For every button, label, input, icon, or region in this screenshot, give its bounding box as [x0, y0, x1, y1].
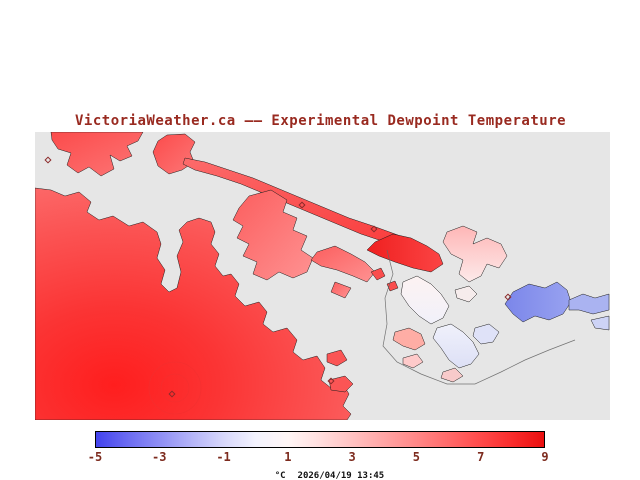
colorbar-tick: 9: [541, 450, 549, 464]
colorbar-tick: 7: [477, 450, 485, 464]
island-pale-north: [442, 225, 508, 283]
colorbar-ticks: -5 -3 -1 1 3 5 7 9: [88, 450, 549, 464]
map-canvas: [35, 132, 610, 420]
island-pale-south: [432, 323, 480, 369]
island-mid-a: [310, 245, 376, 283]
island-dark-red: [366, 233, 444, 273]
island-central-large: [232, 189, 314, 281]
landmass-southwest: [35, 187, 352, 420]
coast-northwest: [50, 132, 144, 177]
colorbar-tick: 5: [412, 450, 421, 464]
colorbar-tick: -1: [216, 450, 231, 464]
island-mid-b: [330, 281, 352, 299]
islet-small-a: [370, 267, 386, 281]
unit-label: °C: [274, 471, 286, 480]
islet-south-b: [328, 375, 354, 393]
colorbar-tick: -5: [87, 450, 103, 464]
timestamp: 2026/04/19 13:45: [297, 471, 385, 480]
islet-south-salmon: [392, 327, 426, 351]
islet-south-a: [326, 349, 348, 367]
island-blue-edge: [590, 315, 610, 331]
contour-rings: [148, 361, 202, 415]
colorbar-tick: 1: [284, 450, 292, 464]
island-blue-east: [568, 293, 610, 315]
islet-pale-center: [454, 285, 478, 303]
islet-south-pale: [440, 367, 464, 383]
page-title: VictoriaWeather.ca —— Experimental Dewpo…: [75, 113, 567, 129]
colorbar-tick: -3: [152, 450, 167, 464]
colorbar-caption: °C 2026/04/19 13:45: [253, 461, 385, 480]
islet-south-pink: [402, 353, 424, 369]
islet-paleblue: [472, 323, 500, 345]
island-blue-main: [504, 281, 572, 323]
boundary-line: [382, 249, 576, 385]
colorbar: [95, 431, 545, 448]
colorbar-tick: 3: [348, 450, 356, 464]
island-pale-mid: [400, 275, 450, 325]
map-svg: [35, 132, 610, 420]
